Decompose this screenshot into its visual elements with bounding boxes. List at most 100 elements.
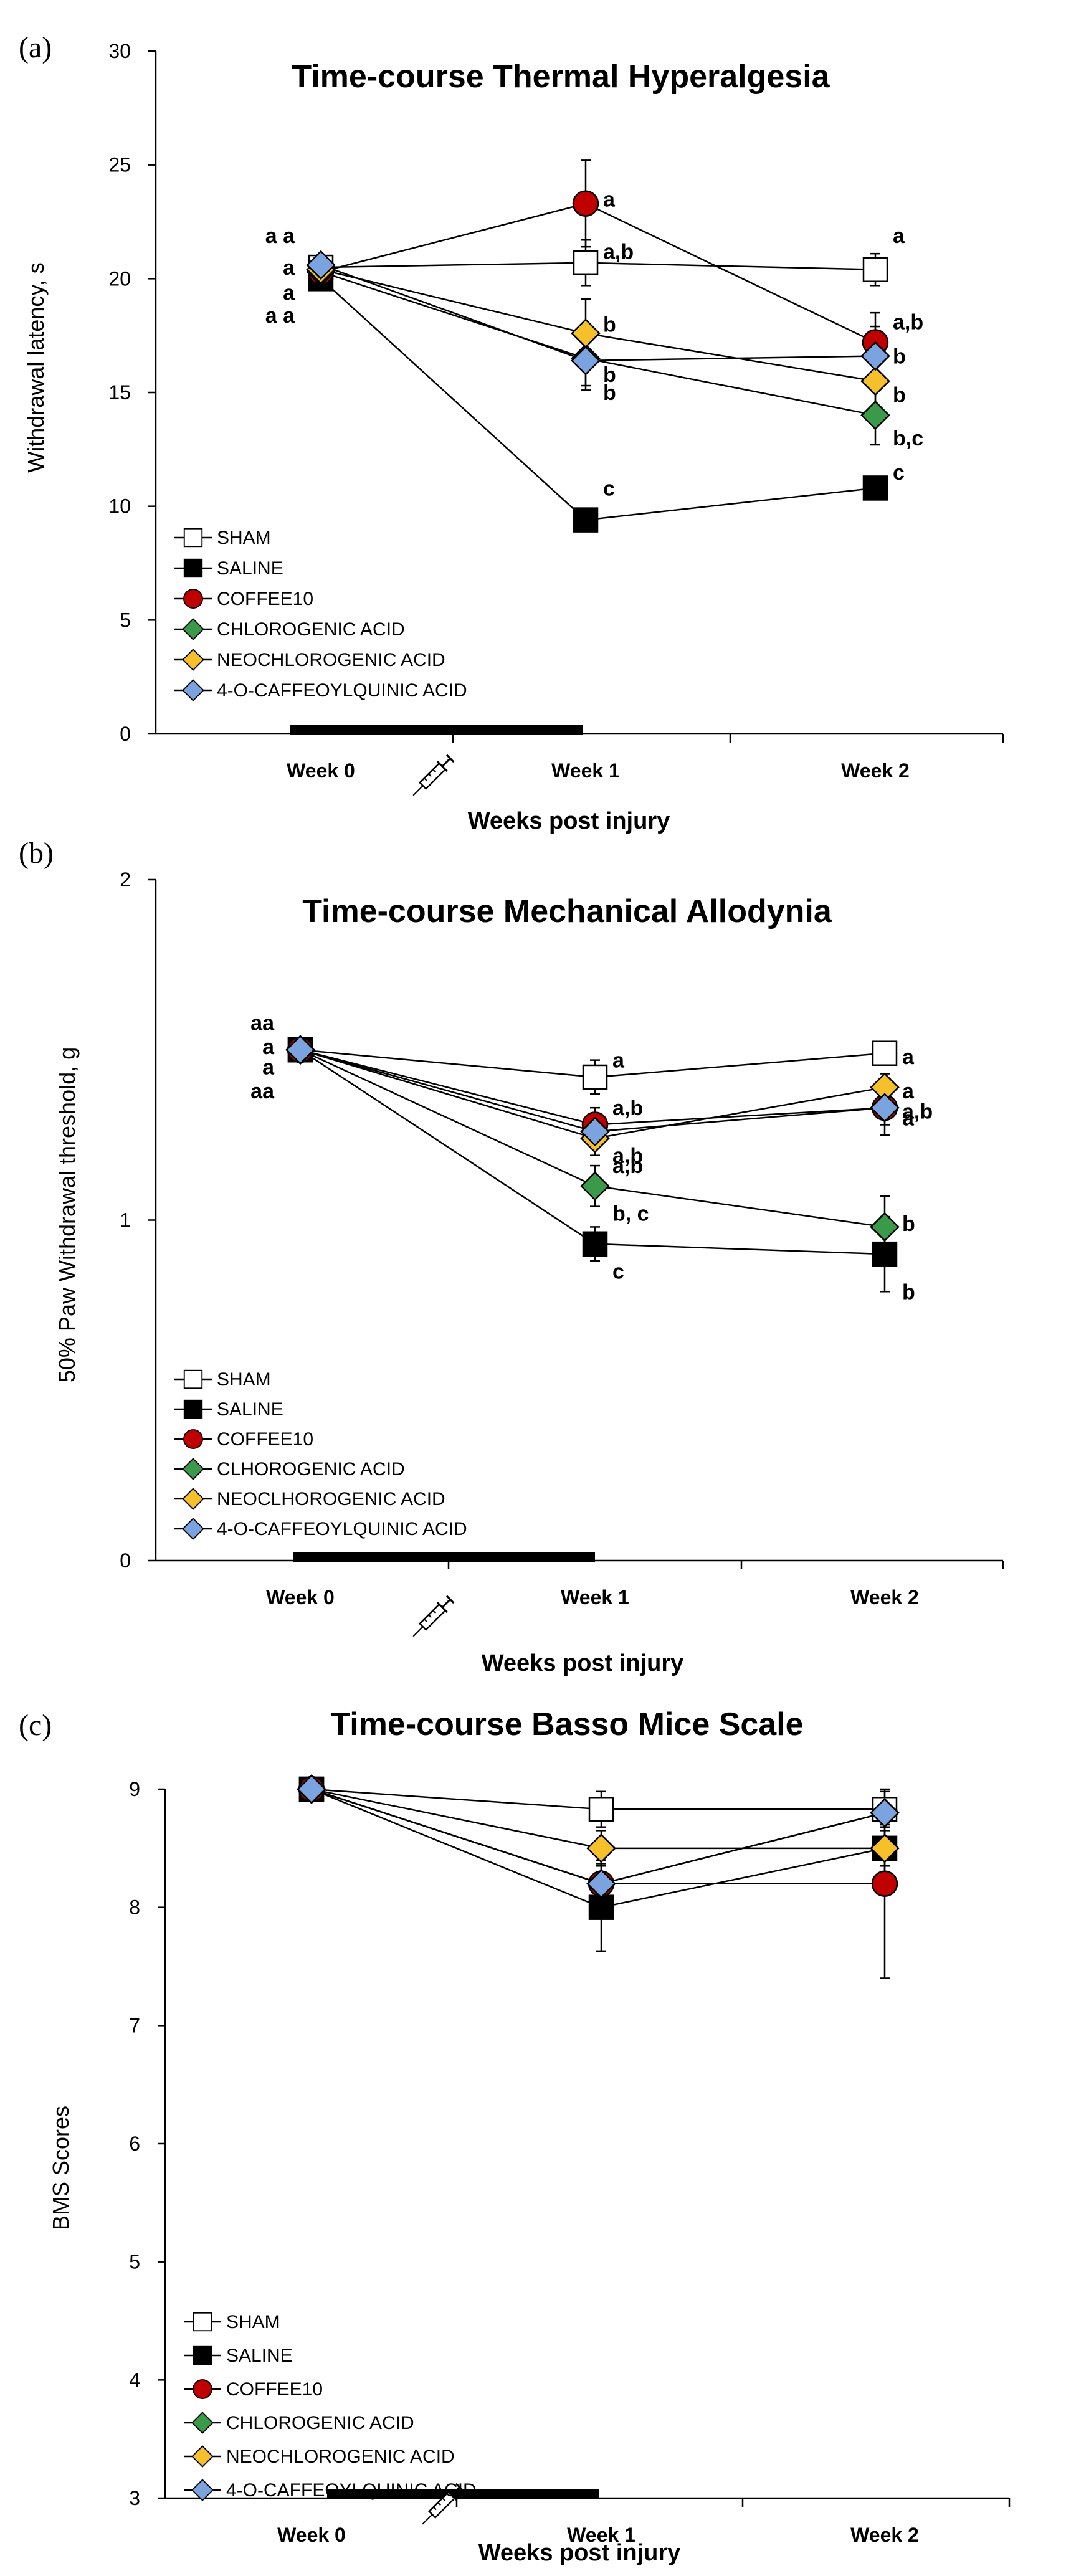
data-point (870, 1212, 900, 1242)
significance-letter: b,c (893, 427, 923, 450)
treatment-bar (290, 725, 583, 802)
significance-letter: a a (265, 224, 295, 248)
axis-ticks: 3 4 5 6 7 8 9 Week 0 Week 1 Week 2 (129, 1778, 1011, 2546)
data-point (860, 400, 890, 430)
significance-letter: a (262, 1056, 275, 1080)
legend-label: SHAM (226, 2312, 280, 2332)
legend-symbol (182, 618, 204, 640)
y-tick-label: 30 (108, 40, 131, 62)
legend-label: SHAM (217, 1369, 271, 1390)
x-tick-label: Week 0 (277, 2524, 346, 2546)
data-series (297, 1774, 900, 1979)
chart-title: Time-course Mechanical Allodynia (302, 893, 832, 929)
y-axis-label: BMS Scores (48, 2106, 74, 2230)
y-tick-label: 6 (129, 2132, 140, 2155)
significance-letter: b (603, 381, 616, 405)
data-point (862, 475, 888, 501)
significance-letter: a,b (612, 1154, 643, 1178)
legend-symbol (183, 558, 203, 578)
x-tick-label: Week 1 (561, 1586, 629, 1609)
legend-marker (183, 1369, 203, 1389)
data-point (306, 250, 336, 280)
legend-label: COFFEE10 (217, 589, 313, 609)
y-axis-label: Withdrawal latency, s (23, 262, 49, 472)
significance-letter: a,b (902, 1100, 933, 1124)
y-tick-label: 20 (108, 267, 131, 290)
x-tick-label: Week 0 (287, 759, 355, 782)
x-axis-label: Weeks post injury (482, 1650, 684, 1676)
legend-label: CLHOROGENIC ACID (217, 1459, 405, 1480)
data-point (586, 1868, 616, 1899)
y-tick-label: 3 (129, 2487, 140, 2509)
y-axis-label: 50% Paw Withdrawal threshold, g (54, 1047, 80, 1382)
legend-symbol (182, 1458, 204, 1480)
significance-letter: c (603, 477, 615, 500)
legend-label: NEOCHLOROGENIC ACID (226, 2446, 455, 2467)
legend-label: NEOCLHOROGENIC ACID (217, 1489, 445, 1509)
legend-label: CHLOROGENIC ACID (226, 2413, 414, 2433)
data-point (870, 1093, 900, 1123)
data-point (860, 366, 890, 396)
axis-ticks: 0 1 2 Week 0 Week 1 Week 2 (120, 868, 1004, 1609)
data-point (870, 1833, 900, 1863)
legend-label: 4-O-CAFFEOYLQUINIC ACID (217, 680, 467, 701)
legend-label: SHAM (217, 528, 271, 548)
data-point (572, 190, 599, 217)
data-series (306, 159, 890, 533)
legend-symbol (193, 2312, 212, 2332)
legend-marker (193, 2312, 212, 2332)
data-point (573, 507, 599, 533)
legend-label: COFFEE10 (226, 2379, 323, 2400)
data-series (285, 1035, 900, 1293)
legend-symbol (183, 1369, 203, 1389)
legend-symbol (182, 679, 204, 701)
legend-symbol (183, 1429, 203, 1449)
significance-letter: b (902, 1212, 915, 1236)
panel-label: (b) (19, 837, 54, 870)
y-tick-label: 10 (108, 495, 131, 518)
y-tick-label: 15 (108, 381, 131, 404)
y-tick-label: 7 (129, 2014, 140, 2037)
axis-ticks: 0 5 10 15 20 25 30 Week 0 Week 1 Week 2 (108, 40, 1004, 782)
data-point (862, 257, 888, 282)
y-tick-label: 5 (120, 609, 131, 631)
significance-letter: b (603, 363, 616, 387)
chart-title: Time-course Basso Mice Scale (330, 1706, 803, 1742)
legend-marker (191, 2479, 214, 2501)
data-point (573, 250, 599, 276)
x-axis-label: Weeks post injury (478, 2540, 681, 2566)
y-tick-label: 8 (129, 1896, 140, 1919)
panel-c: (c) Time-course Basso Mice Scale BMS Sco… (19, 1706, 1011, 2566)
significance-letter: b (893, 345, 906, 369)
data-point (580, 1171, 610, 1201)
significance-letter: a (893, 224, 905, 248)
x-tick-label: Week 0 (266, 1586, 335, 1609)
significance-letter: a (262, 1035, 275, 1059)
y-tick-label: 4 (129, 2369, 140, 2391)
legend-marker (183, 1399, 203, 1419)
data-point (870, 1798, 900, 1828)
legend-symbol (191, 2479, 214, 2501)
significance-letter: a a (265, 304, 295, 328)
series-line (320, 269, 876, 382)
significance-letter: c (893, 461, 905, 485)
data-point (297, 1774, 326, 1804)
panel-label: (a) (19, 31, 52, 64)
significance-letter: a,b (603, 240, 634, 264)
data-point (571, 346, 601, 376)
x-axis-label: Weeks post injury (468, 808, 670, 834)
data-point (860, 341, 890, 371)
significance-letter: a (902, 1045, 915, 1069)
legend: SHAM SALINE COFFEE10 CLHOROGENIC ACID NEOCLH… (174, 1369, 467, 1540)
significance-letter: a (283, 256, 295, 280)
legend: SHAM SALINE COFFEE10 CHLOROGENIC ACID NEOCHL… (174, 528, 467, 701)
legend-marker (193, 2379, 212, 2399)
data-point (571, 318, 601, 348)
legend-marker (183, 589, 203, 609)
data-point (871, 1870, 898, 1897)
x-tick-label: Week 2 (850, 1586, 919, 1609)
x-tick-label: Week 1 (567, 2524, 635, 2546)
legend-symbol (183, 589, 203, 609)
series-line (320, 264, 876, 362)
